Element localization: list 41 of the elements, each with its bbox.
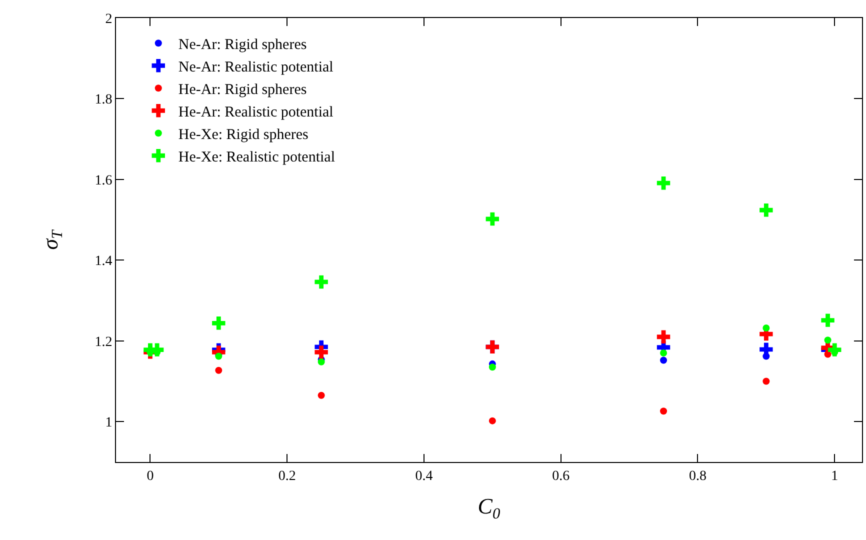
x-tick-label: 0.6 <box>552 468 570 484</box>
point <box>828 343 842 356</box>
legend-label: Ne-Ar: Rigid spheres <box>178 36 307 53</box>
x-axis-title: C$_{0}$ <box>478 494 500 522</box>
y-tick-label: 1.6 <box>94 173 112 188</box>
x-tick-label: 0 <box>146 468 154 484</box>
point <box>314 275 328 289</box>
point <box>318 358 325 366</box>
point <box>488 417 496 424</box>
legend-label: He-Ar: Realistic potential <box>178 104 334 120</box>
point <box>660 350 668 357</box>
legend-label: He-Xe: Rigid spheres <box>178 126 309 143</box>
y-tick-label: 1.4 <box>94 254 112 270</box>
point <box>762 324 770 332</box>
point <box>760 204 773 217</box>
point <box>215 366 222 374</box>
legend-label: Ne-Ar: Realistic potential <box>178 59 334 76</box>
point <box>821 314 834 327</box>
point <box>488 364 496 371</box>
point <box>318 392 325 399</box>
x-tick-label: 0.8 <box>688 468 706 484</box>
point <box>656 176 670 190</box>
x-tick-label: 1 <box>831 468 838 484</box>
y-tick-label: 1 <box>105 416 112 431</box>
point <box>656 330 670 344</box>
y-tick-label: 2 <box>105 12 112 27</box>
point <box>660 356 668 364</box>
legend-label: He-Xe: Realistic potential <box>178 149 336 166</box>
point <box>314 346 328 359</box>
legend-label: He-Ar: Rigid spheres <box>178 82 307 98</box>
point <box>762 378 770 385</box>
point <box>150 343 164 356</box>
point <box>660 408 668 415</box>
point <box>212 316 226 330</box>
y-tick-label: 1.8 <box>94 92 112 108</box>
x-tick-label: 0.4 <box>415 468 433 484</box>
x-tick-label: 0.2 <box>278 468 296 484</box>
point <box>824 336 832 344</box>
point <box>760 342 773 356</box>
point <box>486 212 500 226</box>
y-tick-label: 1.2 <box>94 334 112 350</box>
